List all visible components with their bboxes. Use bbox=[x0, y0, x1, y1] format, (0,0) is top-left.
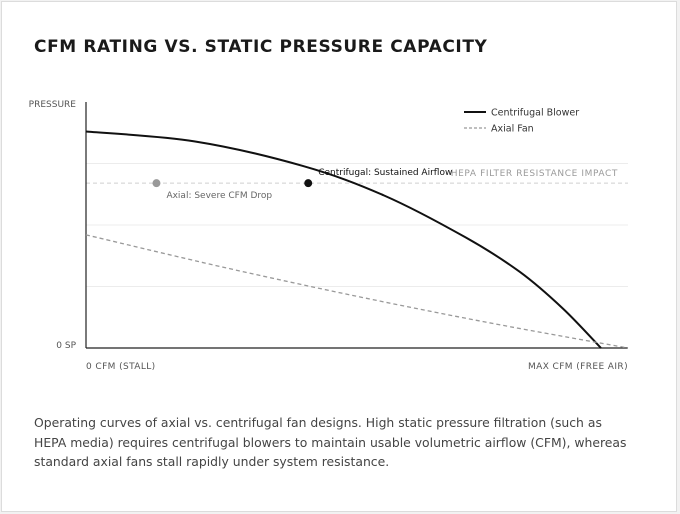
x-tick-label-start: 0 CFM (STALL) bbox=[86, 362, 156, 372]
y-axis-label: PRESSURE bbox=[29, 100, 77, 110]
annotation-label-centrifugal: Centrifugal: Sustained Airflow bbox=[318, 168, 452, 178]
chart-caption: Operating curves of axial vs. centrifuga… bbox=[34, 415, 627, 469]
annotation-point-centrifugal bbox=[304, 179, 313, 188]
series-line-axial bbox=[85, 234, 629, 349]
annotation-point-axial bbox=[152, 179, 161, 188]
chart-title: CFM RATING VS. STATIC PRESSURE CAPACITY bbox=[34, 37, 488, 57]
legend-label-2: Axial Fan bbox=[491, 124, 534, 135]
chart-svg: HEPA FILTER RESISTANCE IMPACT PRESSURE 0 S… bbox=[29, 100, 629, 372]
y-zero-label: 0 SP bbox=[56, 341, 76, 351]
x-tick-label-end: MAX CFM (FREE AIR) bbox=[528, 362, 628, 372]
series-line-centrifugal bbox=[85, 130, 602, 349]
legend-label-1: Centrifugal Blower bbox=[491, 108, 579, 119]
annotation-label-axial: Axial: Severe CFM Drop bbox=[166, 191, 272, 201]
reference-line-label: HEPA FILTER RESISTANCE IMPACT bbox=[451, 169, 618, 179]
